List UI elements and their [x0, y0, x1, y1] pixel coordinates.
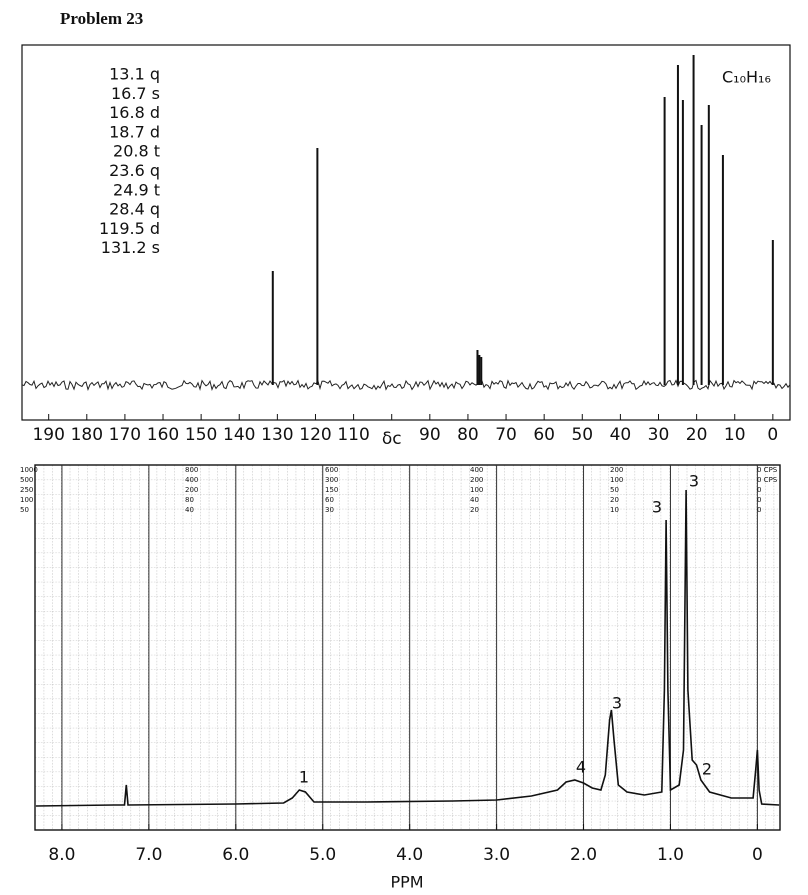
- x-tick-label: 5.0: [309, 845, 336, 865]
- x-tick-label: 170: [109, 425, 141, 445]
- x-tick-label: 190: [32, 425, 64, 445]
- x-tick-label: 120: [299, 425, 331, 445]
- spectrum-trace: [35, 489, 780, 807]
- x-tick-label: 0: [752, 845, 763, 865]
- sweep-label: 0 CPS: [757, 466, 778, 474]
- sweep-label: 600: [325, 466, 338, 474]
- h1-frame: [34, 464, 781, 831]
- sweep-label: 50: [20, 506, 29, 514]
- peak-assignment: 23.6 q: [109, 161, 160, 180]
- x-tick-label: 50: [571, 425, 593, 445]
- sweep-label: 40: [185, 506, 194, 514]
- sweep-label: 20: [470, 506, 479, 514]
- integral-label: 2: [702, 760, 712, 779]
- x-tick-label: 10: [724, 425, 746, 445]
- sweep-label: 80: [185, 496, 194, 504]
- integral-label: 3: [652, 498, 662, 517]
- integral-label: 4: [576, 758, 586, 777]
- x-axis-label: PPM: [390, 873, 423, 892]
- x-tick-label: 8.0: [48, 845, 75, 865]
- x-tick-label: 1.0: [657, 845, 684, 865]
- sweep-label: 500: [20, 476, 33, 484]
- x-tick-label: 80: [457, 425, 479, 445]
- page-title: Problem 23: [60, 9, 143, 28]
- peak-assignment: 20.8 t: [113, 142, 160, 161]
- peak-assignment: 16.8 d: [109, 103, 160, 122]
- sweep-label: 0 CPS: [757, 476, 778, 484]
- integral-label: 3: [689, 472, 699, 491]
- integral-label: 3: [612, 694, 622, 713]
- sweep-label: 0: [757, 486, 761, 494]
- x-tick-label: δc: [382, 429, 402, 449]
- sweep-label: 800: [185, 466, 198, 474]
- sweep-label: 60: [325, 496, 334, 504]
- sweep-label: 10: [610, 506, 619, 514]
- baseline-noise: [21, 379, 791, 391]
- sweep-label: 50: [610, 486, 619, 494]
- peak-assignment: 119.5 d: [99, 219, 160, 238]
- x-tick-label: 110: [337, 425, 369, 445]
- x-tick-label: 2.0: [570, 845, 597, 865]
- x-tick-label: 30: [648, 425, 670, 445]
- x-tick-label: 150: [185, 425, 217, 445]
- x-tick-label: 40: [610, 425, 632, 445]
- sweep-label: 300: [325, 476, 338, 484]
- sweep-label: 0: [757, 496, 761, 504]
- peak-assignment: 28.4 q: [109, 200, 160, 219]
- peak-assignment: 13.1 q: [109, 65, 160, 84]
- x-tick-label: 160: [147, 425, 179, 445]
- formula: C₁₀H₁₆: [722, 68, 771, 87]
- sweep-label: 100: [470, 486, 483, 494]
- x-tick-label: 20: [686, 425, 708, 445]
- x-tick-label: 6.0: [222, 845, 249, 865]
- peak-assignment: 131.2 s: [101, 238, 160, 257]
- x-tick-label: 130: [261, 425, 293, 445]
- x-tick-label: 90: [419, 425, 441, 445]
- integral-label: 1: [299, 768, 309, 787]
- x-tick-label: 140: [223, 425, 255, 445]
- sweep-label: 100: [20, 496, 33, 504]
- sweep-label: 200: [610, 466, 623, 474]
- sweep-label: 1000: [20, 466, 38, 474]
- x-tick-label: 3.0: [483, 845, 510, 865]
- sweep-label: 200: [185, 486, 198, 494]
- peak-assignment: 18.7 d: [109, 122, 160, 141]
- sweep-label: 400: [470, 466, 483, 474]
- c13-frame: [21, 44, 791, 421]
- peak-assignment: 16.7 s: [111, 84, 160, 103]
- x-tick-label: 70: [495, 425, 517, 445]
- sweep-label: 250: [20, 486, 33, 494]
- peak-assignment: 24.9 t: [113, 180, 160, 199]
- x-tick-label: 7.0: [135, 845, 162, 865]
- sweep-label: 400: [185, 476, 198, 484]
- x-tick-label: 60: [533, 425, 555, 445]
- sweep-label: 40: [470, 496, 479, 504]
- sweep-label: 100: [610, 476, 623, 484]
- sweep-label: 30: [325, 506, 334, 514]
- x-tick-label: 180: [71, 425, 103, 445]
- sweep-label: 0: [757, 506, 761, 514]
- sweep-label: 150: [325, 486, 338, 494]
- sweep-label: 20: [610, 496, 619, 504]
- x-tick-label: 4.0: [396, 845, 423, 865]
- x-tick-label: 0: [767, 425, 778, 445]
- sweep-label: 200: [470, 476, 483, 484]
